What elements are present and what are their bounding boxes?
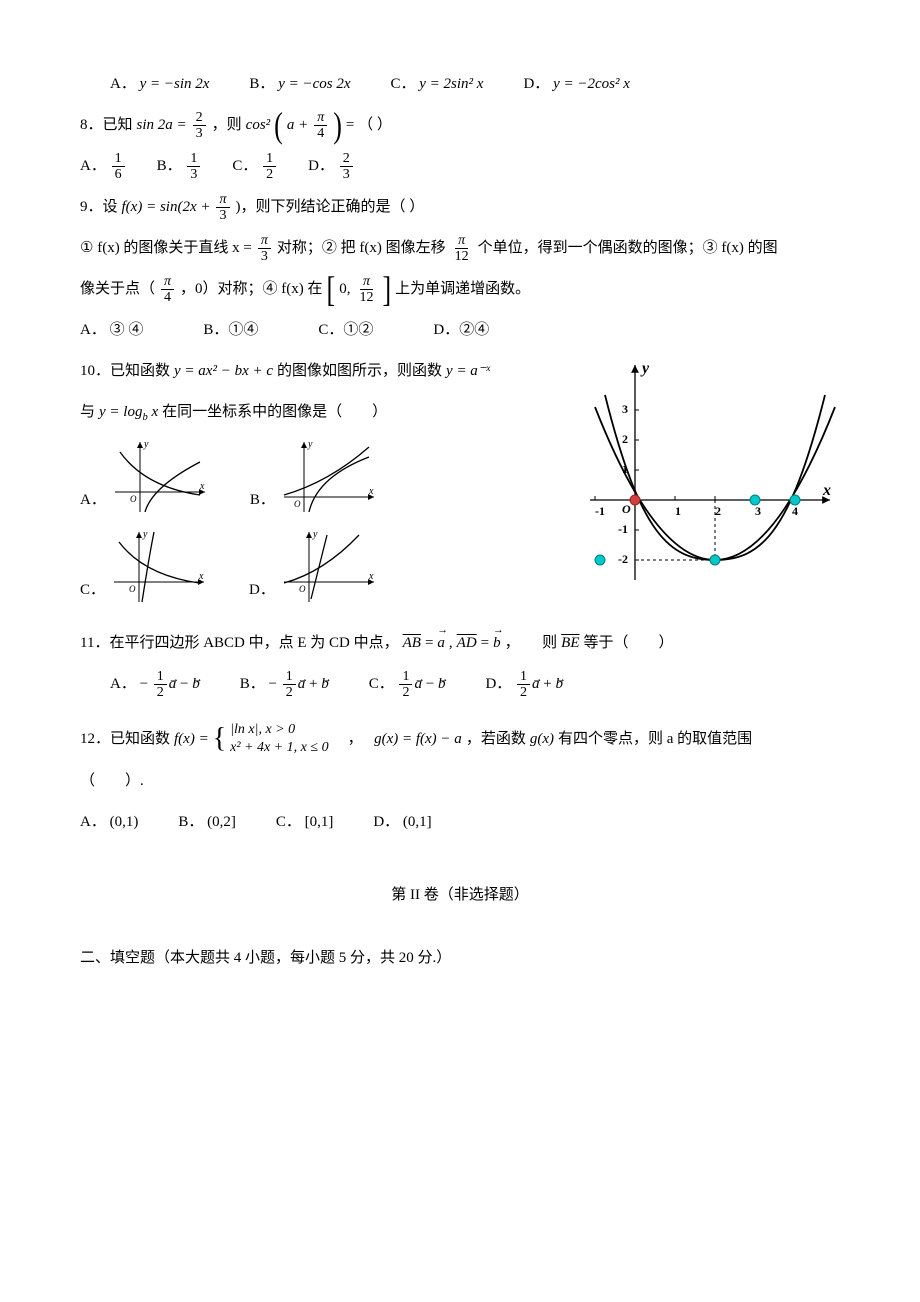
q9-line2: ① f(x) 的图像关于直线 x = π3 对称；② 把 f(x) 图像左移 π…	[80, 232, 840, 265]
q8-B: B． 13	[157, 150, 203, 183]
svg-text:3: 3	[755, 504, 761, 518]
q10-option-graphs: A． x y O B． x y O C．	[80, 437, 440, 607]
q10-graph-A: A． x y O	[80, 437, 210, 517]
fill-header: 二、填空题（本大题共 4 小题，每小题 5 分，共 20 分.）	[80, 942, 840, 975]
svg-text:x: x	[199, 481, 205, 492]
q9-A: A． ③ ④	[80, 314, 143, 347]
q9-line3: 像关于点（ π4 ，0）对称；④ f(x) 在 [ 0, π12 ] 上为单调递…	[80, 273, 840, 306]
q12: 12．已知函数 f(x) = { |ln x|, x > 0 x² + 4x +…	[80, 721, 840, 757]
q12-D: D． (0,1]	[373, 806, 431, 839]
section-2-title: 第 II 卷（非选择题）	[80, 879, 840, 912]
svg-text:2: 2	[622, 432, 628, 446]
q9-D: D．②④	[433, 314, 489, 347]
svg-text:x: x	[368, 486, 374, 497]
svg-text:-1: -1	[595, 504, 605, 518]
q12-C: C． [0,1]	[276, 806, 334, 839]
svg-text:x: x	[198, 571, 204, 582]
svg-text:-2: -2	[618, 552, 628, 566]
svg-text:3: 3	[622, 402, 628, 416]
q11-B: B． − 12a + b	[240, 668, 329, 701]
q12-B: B． (0,2]	[178, 806, 236, 839]
q9: 9．设 f(x) = sin(2x + π3 )，则下列结论正确的是（ ）	[80, 191, 840, 224]
q11-C: C． 12a − b	[369, 668, 446, 701]
q10-parabola-graph: -1 1 2 3 4 1 2 3 -1 -2 x y O	[580, 355, 840, 585]
svg-text:y: y	[143, 439, 149, 450]
q8: 8．已知 sin 2a = 23 ，则 cos² ( a + π4 ) = （ …	[80, 109, 840, 142]
svg-text:O: O	[622, 502, 631, 516]
svg-text:y: y	[640, 360, 650, 377]
q7-options: A． y = −sin 2x B． y = −cos 2x C． y = 2si…	[80, 68, 840, 101]
svg-text:O: O	[299, 584, 306, 594]
q10: 10．已知函数 y = ax² − bx + c 的图像如图所示，则函数 y =…	[80, 355, 570, 388]
q12-paren: （ ）.	[80, 765, 840, 798]
q10-line2: 与 在同一坐标系中的图像是（ ） y = logb x 在同一坐标系中的图像是（…	[80, 396, 570, 429]
q8-C: C． 12	[232, 150, 278, 183]
svg-text:y: y	[142, 529, 148, 540]
svg-text:y: y	[312, 529, 318, 540]
q11-A: A． − 12a − b	[110, 668, 200, 701]
svg-text:1: 1	[675, 504, 681, 518]
q10-graph-D: D． x y O	[249, 527, 379, 607]
q8-options: A． 16 B． 13 C． 12 D． 23	[80, 150, 840, 183]
svg-text:O: O	[294, 499, 301, 509]
svg-text:-1: -1	[618, 522, 628, 536]
q12-A: A． (0,1)	[80, 806, 138, 839]
svg-text:y: y	[307, 439, 313, 450]
q9-B: B．①④	[203, 314, 258, 347]
q11-options: A． − 12a − b B． − 12a + b C． 12a − b D． …	[80, 668, 840, 701]
q10-graph-C: C． x y O	[80, 527, 209, 607]
q7-B: B． y = −cos 2x	[249, 68, 350, 101]
svg-text:x: x	[368, 571, 374, 582]
q7-D: D． y = −2cos² x	[523, 68, 629, 101]
svg-text:4: 4	[792, 504, 798, 518]
q8-A: A． 16	[80, 150, 127, 183]
svg-text:O: O	[129, 584, 136, 594]
svg-text:2: 2	[715, 504, 721, 518]
q9-options: A． ③ ④ B．①④ C．①② D．②④	[80, 314, 840, 347]
svg-text:x: x	[822, 482, 831, 499]
svg-text:O: O	[130, 494, 137, 504]
q11-D: D． 12a + b	[485, 668, 563, 701]
q7-C: C． y = 2sin² x	[391, 68, 484, 101]
q11: 11．在平行四边形 ABCD 中，点 E 为 CD 中点， AB = a , A…	[80, 627, 840, 660]
q9-C: C．①②	[318, 314, 373, 347]
q8-D: D． 23	[308, 150, 355, 183]
q10-graph-B: B． x y O	[250, 437, 379, 517]
q12-options: A． (0,1) B． (0,2] C． [0,1] D． (0,1]	[80, 806, 840, 839]
q7-A: A． y = −sin 2x	[110, 68, 209, 101]
